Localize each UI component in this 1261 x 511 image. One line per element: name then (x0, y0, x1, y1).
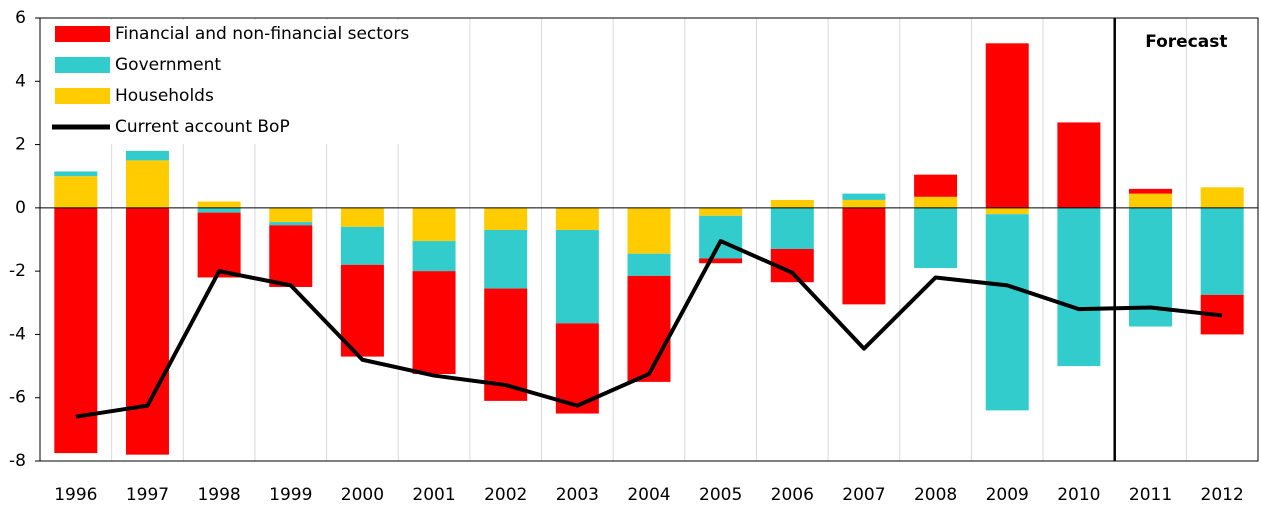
bar (914, 207, 958, 268)
bar (699, 215, 743, 259)
bar (1057, 122, 1101, 208)
bar (985, 43, 1029, 208)
bar (627, 275, 671, 382)
x-tick-label: 1998 (197, 485, 240, 505)
legend-label: Financial and non-financial sectors (115, 24, 409, 44)
bar (555, 207, 599, 231)
legend-box (48, 20, 456, 144)
bar (484, 230, 528, 289)
x-tick-label: 2011 (1129, 485, 1172, 505)
legend-label: Households (115, 86, 214, 106)
bar (1200, 187, 1244, 208)
y-tick-label: 0 (15, 198, 26, 218)
bar (1129, 188, 1173, 194)
bar (842, 199, 886, 208)
bar (555, 230, 599, 324)
bar (54, 207, 98, 454)
legend-label: Government (115, 55, 221, 75)
bar (1057, 207, 1101, 367)
bar (197, 212, 241, 278)
x-tick-label: 2008 (914, 485, 957, 505)
bar (985, 207, 1029, 215)
y-tick-label: -8 (9, 451, 26, 471)
bar (770, 207, 814, 249)
bar (340, 264, 384, 357)
y-tick-label: 2 (15, 135, 26, 155)
bar (412, 207, 456, 242)
bar (627, 207, 671, 254)
bar (699, 258, 743, 264)
x-tick-label: 2006 (771, 485, 814, 505)
x-tick-label: 2009 (986, 485, 1029, 505)
bar (770, 199, 814, 208)
bar (914, 174, 958, 197)
bar (699, 207, 743, 216)
bar (1200, 207, 1244, 295)
bar (269, 207, 313, 223)
bar (914, 196, 958, 208)
bar (412, 241, 456, 272)
x-tick-label: 2012 (1201, 485, 1244, 505)
plot-frame (39, 17, 1259, 462)
legend-label: Current account BoP (115, 117, 290, 137)
bar (197, 201, 241, 208)
x-tick-label: 2002 (484, 485, 527, 505)
y-tick-label: -4 (9, 324, 26, 344)
bar (412, 271, 456, 374)
bar (54, 176, 98, 208)
y-tick-label: -2 (9, 261, 26, 281)
x-tick-label: 2005 (699, 485, 742, 505)
bar (197, 207, 241, 213)
x-tick-label: 1997 (126, 485, 169, 505)
x-tick-label: 1999 (269, 485, 312, 505)
bar (54, 171, 98, 177)
bar (340, 226, 384, 265)
y-tick-label: 6 (15, 8, 26, 28)
bar (484, 207, 528, 231)
x-tick-label: 2003 (556, 485, 599, 505)
bar (1129, 193, 1173, 208)
bar (842, 207, 886, 305)
legend-swatch (55, 88, 110, 104)
forecast-label: Forecast (1145, 32, 1227, 52)
x-tick-label: 2010 (1057, 485, 1100, 505)
bar (269, 222, 313, 226)
bar (125, 160, 169, 208)
bar (340, 207, 384, 227)
x-tick-label: 2000 (341, 485, 384, 505)
bar (842, 193, 886, 200)
x-tick-label: 2004 (627, 485, 670, 505)
legend-swatch (55, 26, 110, 42)
bar (627, 253, 671, 276)
x-tick-label: 2007 (842, 485, 885, 505)
bar (985, 214, 1029, 411)
x-tick-label: 2001 (412, 485, 455, 505)
legend-swatch (55, 57, 110, 73)
y-tick-label: 4 (15, 71, 26, 91)
y-tick-label: -6 (9, 388, 26, 408)
bar (125, 150, 169, 161)
line (75, 239, 1223, 419)
x-tick-label: 1996 (54, 485, 97, 505)
bar (125, 207, 169, 455)
bar (269, 225, 313, 287)
